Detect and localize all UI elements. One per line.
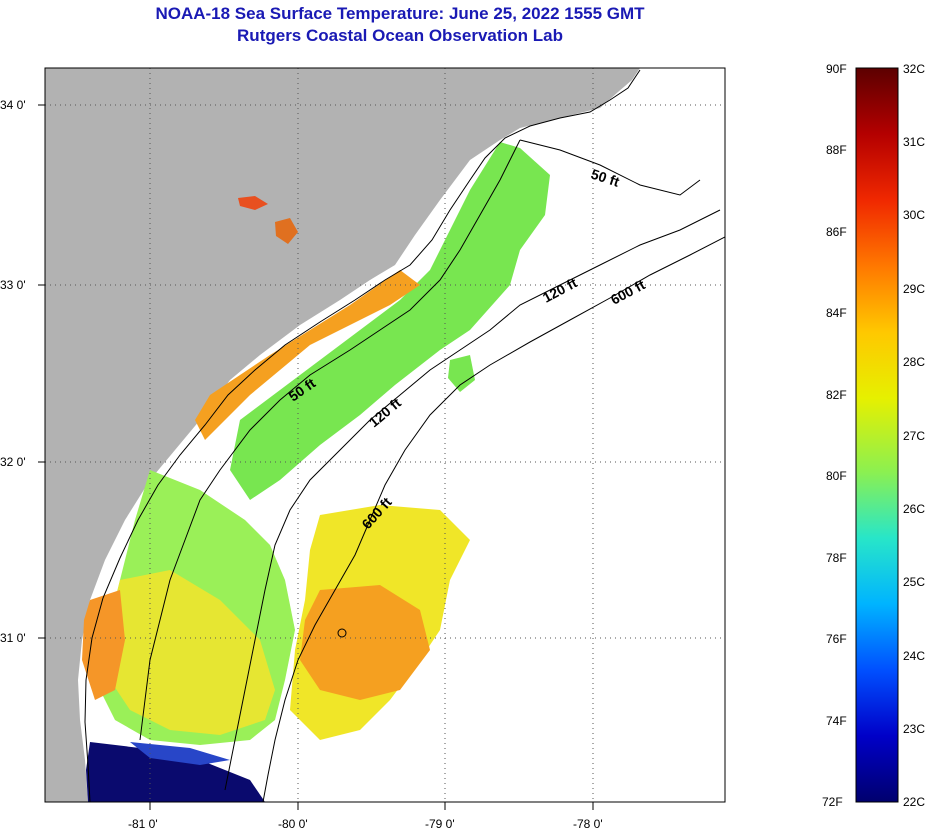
lon-label-78: -78 0' xyxy=(573,817,603,831)
map-frame xyxy=(44,67,726,803)
latitude-axis xyxy=(38,104,45,639)
lat-label-32: 32 0' xyxy=(0,455,26,469)
isobath-50ft-line xyxy=(139,139,701,741)
colorbar-c-label: 22C xyxy=(903,795,925,809)
colorbar-f-label: 82F xyxy=(826,388,847,402)
isobath-120ft-line xyxy=(224,209,721,791)
map-subtitle: Rutgers Coastal Ocean Observation Lab xyxy=(237,26,563,45)
colorbar-f-label: 84F xyxy=(826,306,847,320)
colorbar-c-label: 24C xyxy=(903,649,925,663)
lat-label-33: 33 0' xyxy=(0,278,26,292)
sst-inland-lake-2 xyxy=(275,218,298,244)
isobath-600ft-line xyxy=(262,236,725,802)
seamount-contour xyxy=(337,628,347,638)
map-title: NOAA-18 Sea Surface Temperature: June 25… xyxy=(155,4,645,23)
land-area xyxy=(45,68,640,802)
colorbar-c-label: 30C xyxy=(903,208,925,222)
lat-label-34: 34 0' xyxy=(0,98,26,112)
sst-blue-fringe xyxy=(130,742,230,765)
graticule xyxy=(45,68,725,802)
colorbar-c-labels: 32C 31C 30C 29C 28C 27C 26C 25C 24C 23C … xyxy=(903,62,925,809)
colorbar-c-label: 29C xyxy=(903,282,925,296)
colorbar-c-label: 25C xyxy=(903,575,925,589)
lat-label-31: 31 0' xyxy=(0,631,26,645)
colorbar xyxy=(855,67,899,803)
colorbar-f-label: 90F xyxy=(826,62,847,76)
sst-orange-offshore xyxy=(300,585,430,700)
lon-label-80: -80 0' xyxy=(278,817,308,831)
colorbar-f-label: 76F xyxy=(826,632,847,646)
colorbar-f-label: 72F xyxy=(822,795,843,809)
colorbar-f-label: 78F xyxy=(826,551,847,565)
coastline xyxy=(84,69,641,802)
colorbar-c-label: 32C xyxy=(903,62,925,76)
sst-green-patch-east xyxy=(448,355,475,392)
colorbar-f-label: 74F xyxy=(826,714,847,728)
colorbar-f-label: 88F xyxy=(826,143,847,157)
sst-inland-lake-1 xyxy=(238,196,268,210)
sst-orange-coastal-band xyxy=(195,270,420,440)
colorbar-f-label: 86F xyxy=(826,225,847,239)
sst-orange-southwest-coast xyxy=(82,590,125,700)
lon-label-79: -79 0' xyxy=(425,817,455,831)
longitude-axis xyxy=(149,802,594,810)
colorbar-c-label: 27C xyxy=(903,429,925,443)
map-layers xyxy=(45,68,725,802)
colorbar-f-label: 80F xyxy=(826,469,847,483)
sst-cold-upwelling xyxy=(86,742,265,802)
colorbar-c-label: 28C xyxy=(903,355,925,369)
colorbar-c-label: 23C xyxy=(903,722,925,736)
colorbar-f-labels: 90F 88F 86F 84F 82F 80F 78F 76F 74F 72F xyxy=(822,62,847,809)
colorbar-c-label: 31C xyxy=(903,135,925,149)
colorbar-c-label: 26C xyxy=(903,502,925,516)
lon-label-81: -81 0' xyxy=(128,817,158,831)
